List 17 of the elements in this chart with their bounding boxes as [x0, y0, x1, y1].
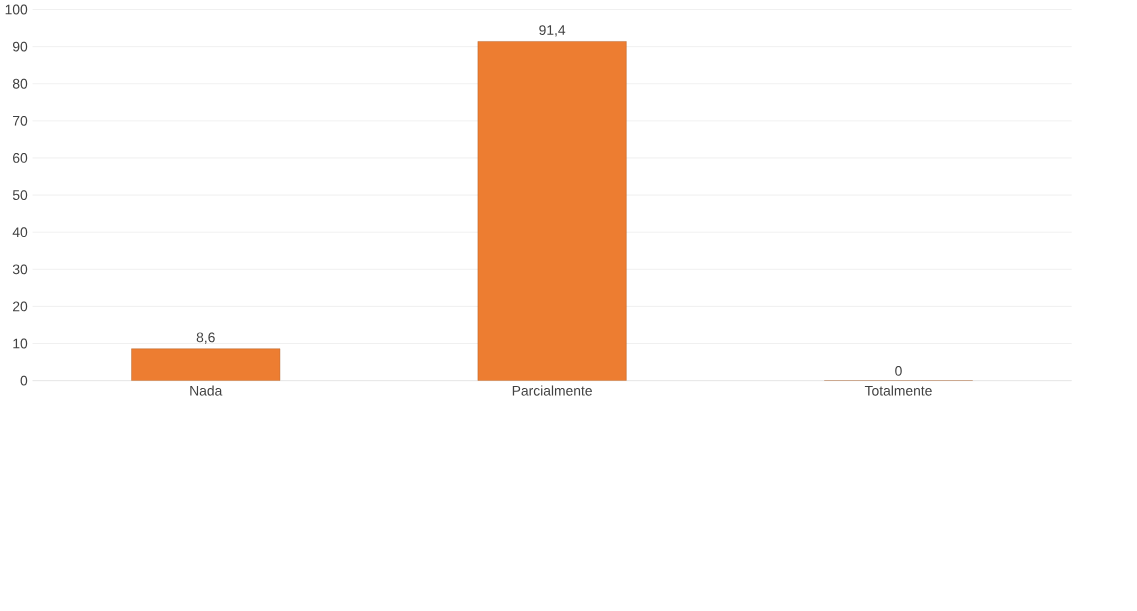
y-tick-label: 50: [12, 190, 28, 201]
x-tick-label: Nada: [190, 385, 223, 396]
data-label: 91,4: [539, 25, 566, 37]
data-label: 0: [895, 366, 902, 376]
y-tick-label: 60: [13, 153, 28, 163]
y-tick-label: 90: [12, 41, 28, 52]
y-tick-label: 20: [13, 301, 28, 312]
x-tick-label: Parcialmente: [512, 385, 592, 396]
y-tick-label: 80: [12, 78, 28, 89]
data-label: 8,6: [196, 332, 215, 345]
y-tick-label: 0: [20, 375, 28, 386]
y-tick-label: 10: [13, 338, 28, 349]
y-tick-label: 100: [5, 4, 28, 15]
y-tick-label: 30: [12, 264, 28, 275]
y-tick-label: 70: [13, 116, 28, 126]
y-tick-label: 40: [12, 227, 28, 238]
x-tick-label: Totalmente: [864, 385, 932, 396]
